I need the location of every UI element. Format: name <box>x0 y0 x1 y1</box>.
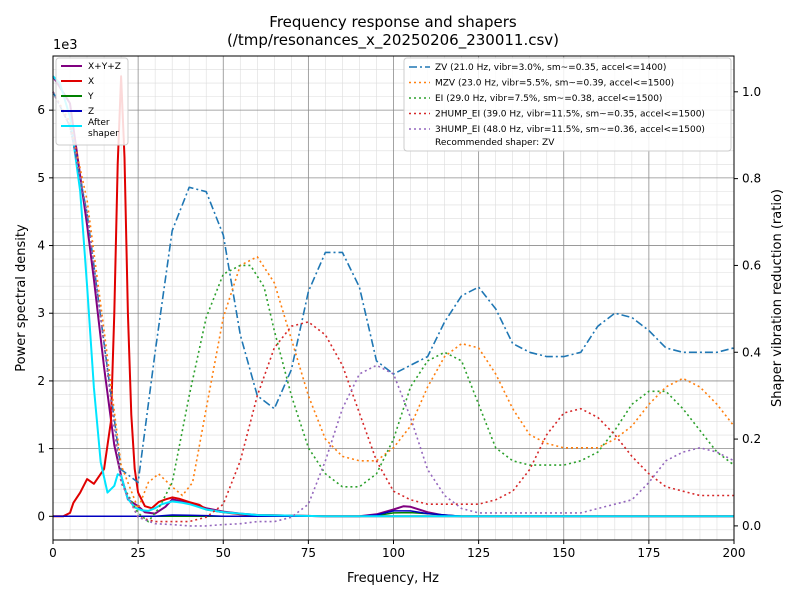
psd-series-after-shaper <box>52 75 734 518</box>
shaper-series-2hump-ei <box>52 91 734 523</box>
x-tick-label: 200 <box>723 546 746 560</box>
axis-layer: 0 25 50 75 100 125 150 175 200 0 1 2 3 4 5 6 0.0 0.2 0.4 0.… <box>37 85 761 560</box>
legend-left-label: Y <box>87 92 94 102</box>
shaper-series-zv <box>52 91 735 484</box>
shaper-curves <box>52 91 735 527</box>
legend-right-label: ZV (21.0 Hz, vibr=3.0%, sm~=0.35, accel<… <box>435 63 666 73</box>
x-tick-label: 0 <box>49 546 57 560</box>
y-tick-label: 3 <box>37 306 45 320</box>
x-tick-label: 100 <box>382 546 405 560</box>
x-axis-label: Frequency, Hz <box>347 571 439 586</box>
legend-right-label: 2HUMP_EI (39.0 Hz, vibr=11.5%, sm~=0.35,… <box>435 110 705 120</box>
legend-right-label: EI (29.0 Hz, vibr=7.5%, sm~=0.38, accel<… <box>435 94 662 104</box>
legend-right: ZV (21.0 Hz, vibr=3.0%, sm~=0.35, accel<… <box>403 57 732 152</box>
x-tick-label: 25 <box>130 546 145 560</box>
chart-subtitle: (/tmp/resonances_x_20250206_230011.csv) <box>227 31 559 50</box>
y2-axis-label: Shaper vibration reduction (ratio) <box>770 189 785 407</box>
y2-tick-label: 0.6 <box>742 258 761 272</box>
y2-tick-label: 0.8 <box>742 172 761 186</box>
y2-tick-label: 1.0 <box>742 85 761 99</box>
grid-layer <box>52 55 735 540</box>
legend-left-label: shaper <box>88 129 119 139</box>
y2-tick-label: 0.4 <box>742 345 761 359</box>
chart-title: Frequency response and shapers <box>269 13 517 31</box>
legend-left-label: Z <box>88 107 94 117</box>
legend-right-label: 3HUMP_EI (48.0 Hz, vibr=11.5%, sm~=0.36,… <box>435 125 705 135</box>
legend-left-label: X+Y+Z <box>88 62 121 72</box>
y-tick-label: 1 <box>37 442 45 456</box>
y2-tick-label: 0.0 <box>742 519 761 533</box>
y-axis-label: Power spectral density <box>14 224 29 372</box>
x-tick-label: 50 <box>216 546 231 560</box>
shaper-series-mzv <box>52 91 735 510</box>
legend-left-label: X <box>88 77 94 87</box>
legend-left-label: After <box>88 118 110 128</box>
psd-curves <box>52 75 734 518</box>
y-tick-label: 4 <box>37 239 45 253</box>
y2-tick-label: 0.2 <box>742 432 761 446</box>
y-tick-label: 2 <box>37 374 45 388</box>
y-tick-label: 6 <box>37 103 45 117</box>
x-tick-label: 75 <box>301 546 316 560</box>
shaper-series-3hump-ei <box>52 91 735 527</box>
y-multiplier-label: 1e3 <box>53 38 78 53</box>
x-tick-label: 175 <box>637 546 660 560</box>
y-tick-label: 5 <box>37 171 45 185</box>
x-tick-label: 150 <box>552 546 575 560</box>
shaper-series-ei <box>52 91 735 523</box>
y-tick-label: 0 <box>37 509 45 523</box>
recommended-shaper-text: Recommended shaper: ZV <box>435 138 555 148</box>
legend-right-label: MZV (23.0 Hz, vibr=5.5%, sm~=0.39, accel… <box>435 79 674 89</box>
legend-left-box <box>55 57 129 146</box>
legend-right-box <box>403 57 732 152</box>
x-tick-label: 125 <box>467 546 490 560</box>
